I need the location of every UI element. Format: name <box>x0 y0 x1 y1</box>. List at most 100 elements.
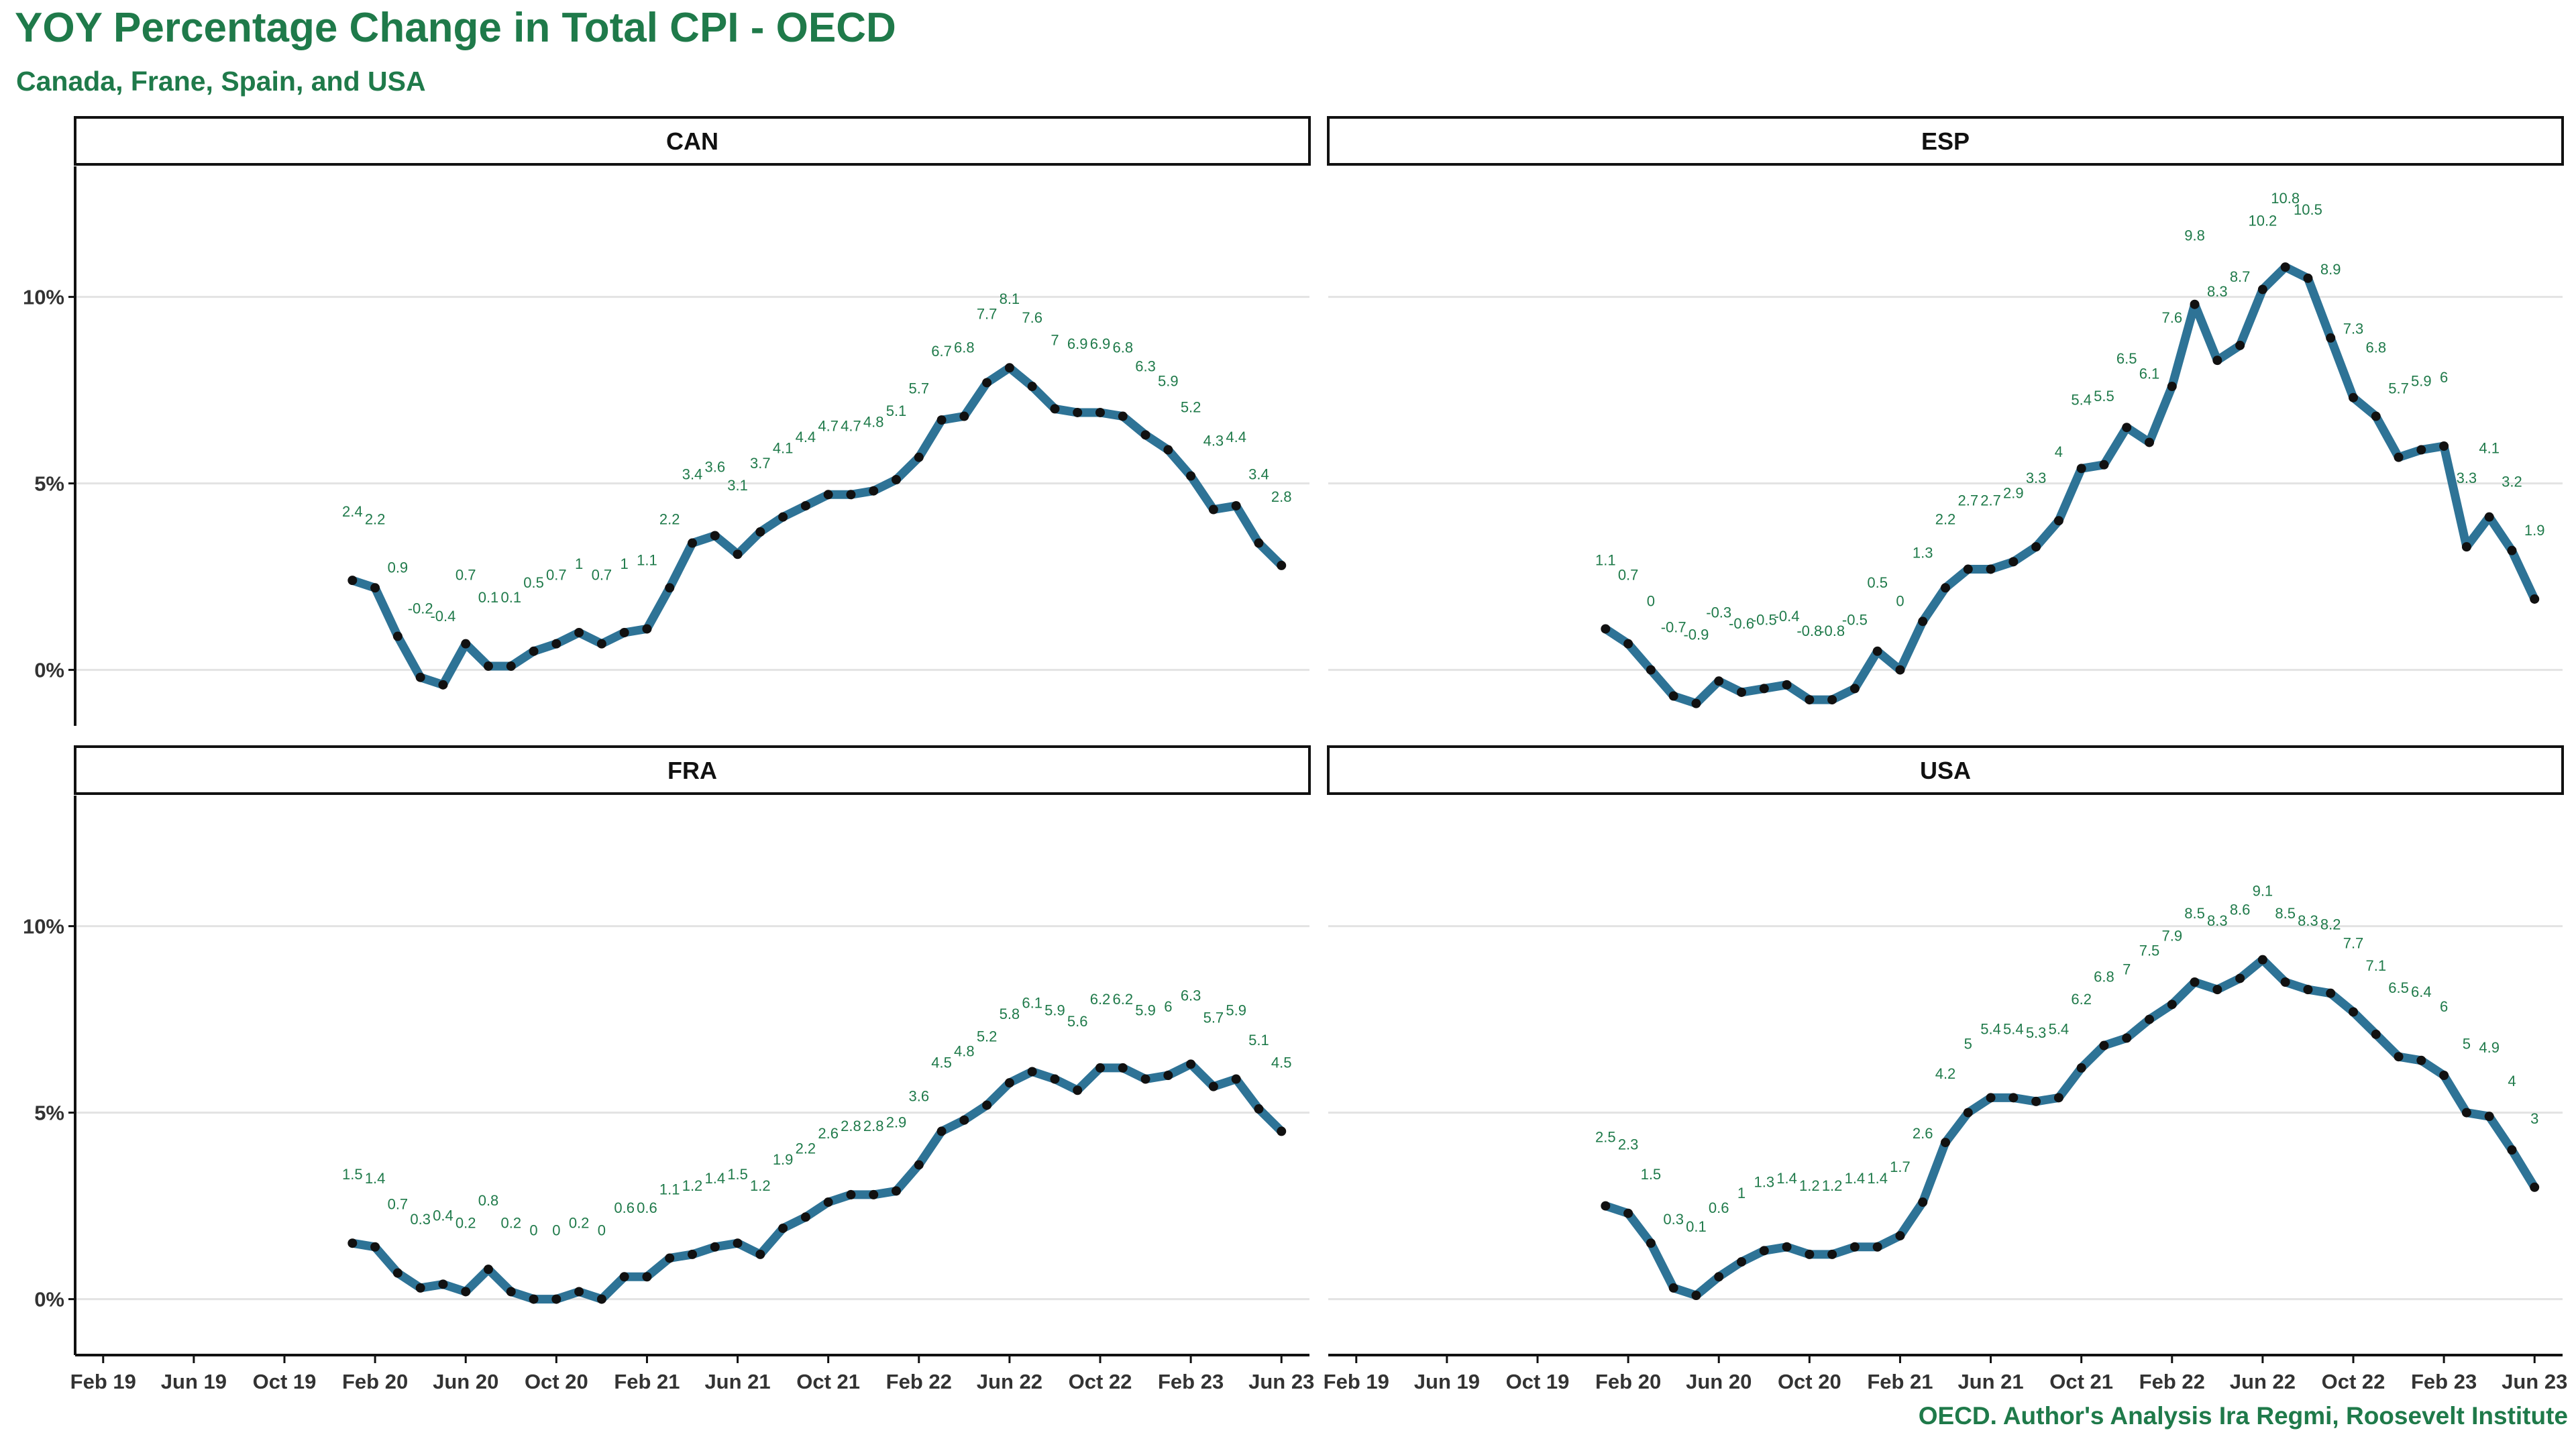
data-point <box>1163 445 1173 455</box>
data-label: 0.2 <box>500 1214 521 1231</box>
data-label: 4.4 <box>1226 429 1246 445</box>
data-label: -0.5 <box>1752 611 1777 628</box>
data-point <box>2031 1096 2041 1106</box>
data-point <box>2145 1014 2154 1024</box>
data-label: -0.3 <box>1706 604 1731 621</box>
data-point <box>1140 430 1150 440</box>
facet-strip-label: USA <box>1920 757 1971 784</box>
data-label: 7.5 <box>2139 943 2160 959</box>
x-tick-label: Oct 22 <box>2322 1370 2385 1393</box>
data-point <box>733 549 743 559</box>
data-point <box>914 1160 924 1170</box>
data-point <box>484 1265 493 1275</box>
data-label: 5 <box>2463 1036 2471 1053</box>
data-point <box>596 639 606 649</box>
data-label: 1 <box>575 555 583 572</box>
data-label: 1.2 <box>1799 1177 1820 1194</box>
data-label: -0.7 <box>1661 619 1686 636</box>
data-label: 0 <box>598 1222 606 1239</box>
data-point <box>1849 684 1860 694</box>
data-point <box>2280 977 2290 987</box>
data-label: 5.8 <box>1000 1006 1020 1022</box>
x-tick-label: Feb 22 <box>2139 1370 2205 1393</box>
data-label: 0.7 <box>592 567 612 584</box>
data-label: 8.5 <box>2275 905 2296 922</box>
y-tick-label: 5% <box>34 472 64 496</box>
data-label: 1.4 <box>704 1170 725 1187</box>
data-label: 1.4 <box>1845 1170 1866 1187</box>
data-label: 0.6 <box>614 1199 635 1216</box>
data-label: 3.7 <box>750 455 771 472</box>
data-point <box>2167 1000 2177 1010</box>
data-point <box>1849 1242 1860 1252</box>
data-point <box>869 486 879 496</box>
data-point <box>2416 1055 2426 1065</box>
data-point <box>936 1126 947 1136</box>
data-label: 7.3 <box>2343 321 2364 337</box>
x-tick-label: Jun 21 <box>704 1370 770 1393</box>
x-tick-label: Feb 21 <box>1867 1370 1933 1393</box>
series-line-usa <box>1601 955 2539 1300</box>
data-label: 7.6 <box>2161 309 2182 326</box>
data-point <box>1208 504 1218 515</box>
data-point <box>755 1249 765 1259</box>
data-point <box>823 490 833 500</box>
data-label: 2.3 <box>1618 1136 1639 1153</box>
data-label: 0.9 <box>388 559 409 576</box>
y-tick-label: 5% <box>34 1102 64 1125</box>
data-point <box>846 1189 856 1199</box>
data-label: 5.2 <box>1181 398 1201 415</box>
data-point <box>2484 1112 2494 1122</box>
data-point <box>1986 564 1996 574</box>
data-point <box>574 628 584 637</box>
data-label: 5.5 <box>2094 388 2114 405</box>
data-point <box>1231 1074 1241 1084</box>
data-label: 3.3 <box>2457 470 2477 486</box>
data-point <box>710 1242 720 1252</box>
data-point <box>2212 985 2222 995</box>
facet-strip <box>74 745 1311 795</box>
data-point <box>1668 691 1678 701</box>
data-label: 5.7 <box>2388 380 2409 397</box>
data-point <box>1254 1104 1264 1114</box>
data-point <box>392 1268 402 1278</box>
data-point <box>2099 460 2109 470</box>
data-label: 6 <box>2440 369 2448 386</box>
data-label: 5.6 <box>1067 1013 1088 1030</box>
data-point <box>2235 973 2245 983</box>
data-point <box>2257 955 2267 965</box>
data-point <box>2530 1182 2540 1192</box>
data-label: 8.3 <box>2207 912 2228 929</box>
data-label: 5.9 <box>1044 1002 1065 1019</box>
data-label: 4.5 <box>1271 1054 1292 1071</box>
data-point <box>2031 542 2041 552</box>
x-tick-label: Feb 23 <box>1158 1370 1224 1393</box>
data-point <box>1895 1231 1905 1241</box>
data-point <box>1805 1249 1815 1259</box>
data-label: 1 <box>621 555 629 572</box>
data-label: 7.7 <box>977 305 998 322</box>
data-label: 5.7 <box>908 380 929 397</box>
data-point <box>619 1272 629 1282</box>
data-point <box>2212 356 2222 366</box>
data-label: 7.1 <box>2365 957 2386 974</box>
data-point <box>1827 695 1837 705</box>
data-label: 2.2 <box>365 511 386 527</box>
data-point <box>2235 340 2245 350</box>
data-label: 0.3 <box>1663 1211 1684 1228</box>
x-tick-label: Oct 20 <box>525 1370 588 1393</box>
data-point <box>1163 1071 1173 1080</box>
data-label: 7 <box>1051 331 1059 348</box>
data-point <box>1759 1246 1769 1256</box>
y-tick-label: 0% <box>34 1288 64 1311</box>
data-label: 0 <box>1896 593 1904 610</box>
data-label: 1.5 <box>1641 1166 1662 1183</box>
data-point <box>2394 452 2404 462</box>
data-label: 4.2 <box>1935 1065 1956 1082</box>
data-point <box>823 1197 833 1208</box>
data-label: 4.8 <box>863 414 884 431</box>
data-label: 6.2 <box>1090 991 1111 1008</box>
data-point <box>688 1249 697 1259</box>
data-point <box>1963 1108 1973 1118</box>
data-label: 3 <box>2530 1110 2538 1127</box>
